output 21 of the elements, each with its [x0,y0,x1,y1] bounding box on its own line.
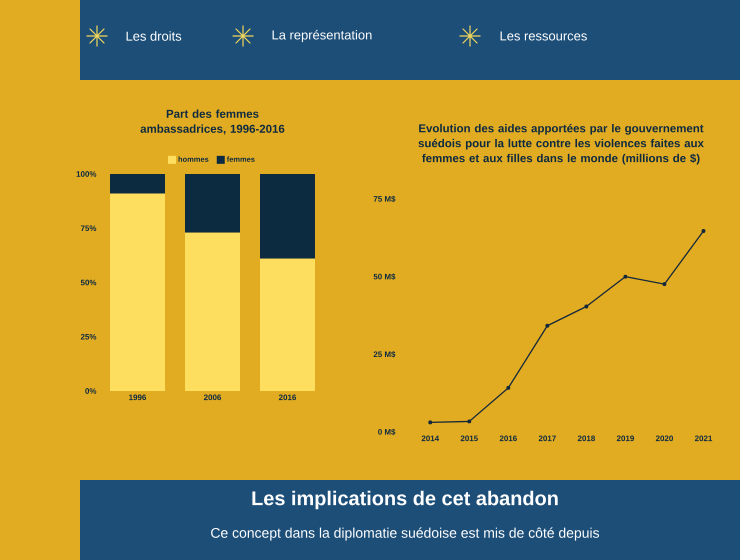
text: Les droits [126,31,182,41]
point [702,229,706,233]
chart-title: Part des femmes ambassadrices, 1996-2016 [140,109,284,134]
text: La représentation [272,30,372,42]
chart-title: Evolution des aides apportées par le gouvernement suédois pour la lutte contre les violences faites aux femmes et aux filles dans le monde (millions de $) [418,124,704,164]
bar [260,174,316,259]
point [584,304,588,308]
point [662,282,666,286]
bar [260,258,316,391]
text: Les ressources [500,31,587,41]
text: Ce concept dans la diplomatie suédoise est mis de côté depuis [211,527,600,541]
bar [110,194,165,391]
point [545,324,550,328]
text: Les implications de cet abandon [252,490,558,510]
bar [110,174,165,194]
bar [185,174,240,233]
point [506,386,510,390]
bar [185,232,240,391]
point [467,419,472,424]
point [428,420,432,424]
point [623,274,628,279]
